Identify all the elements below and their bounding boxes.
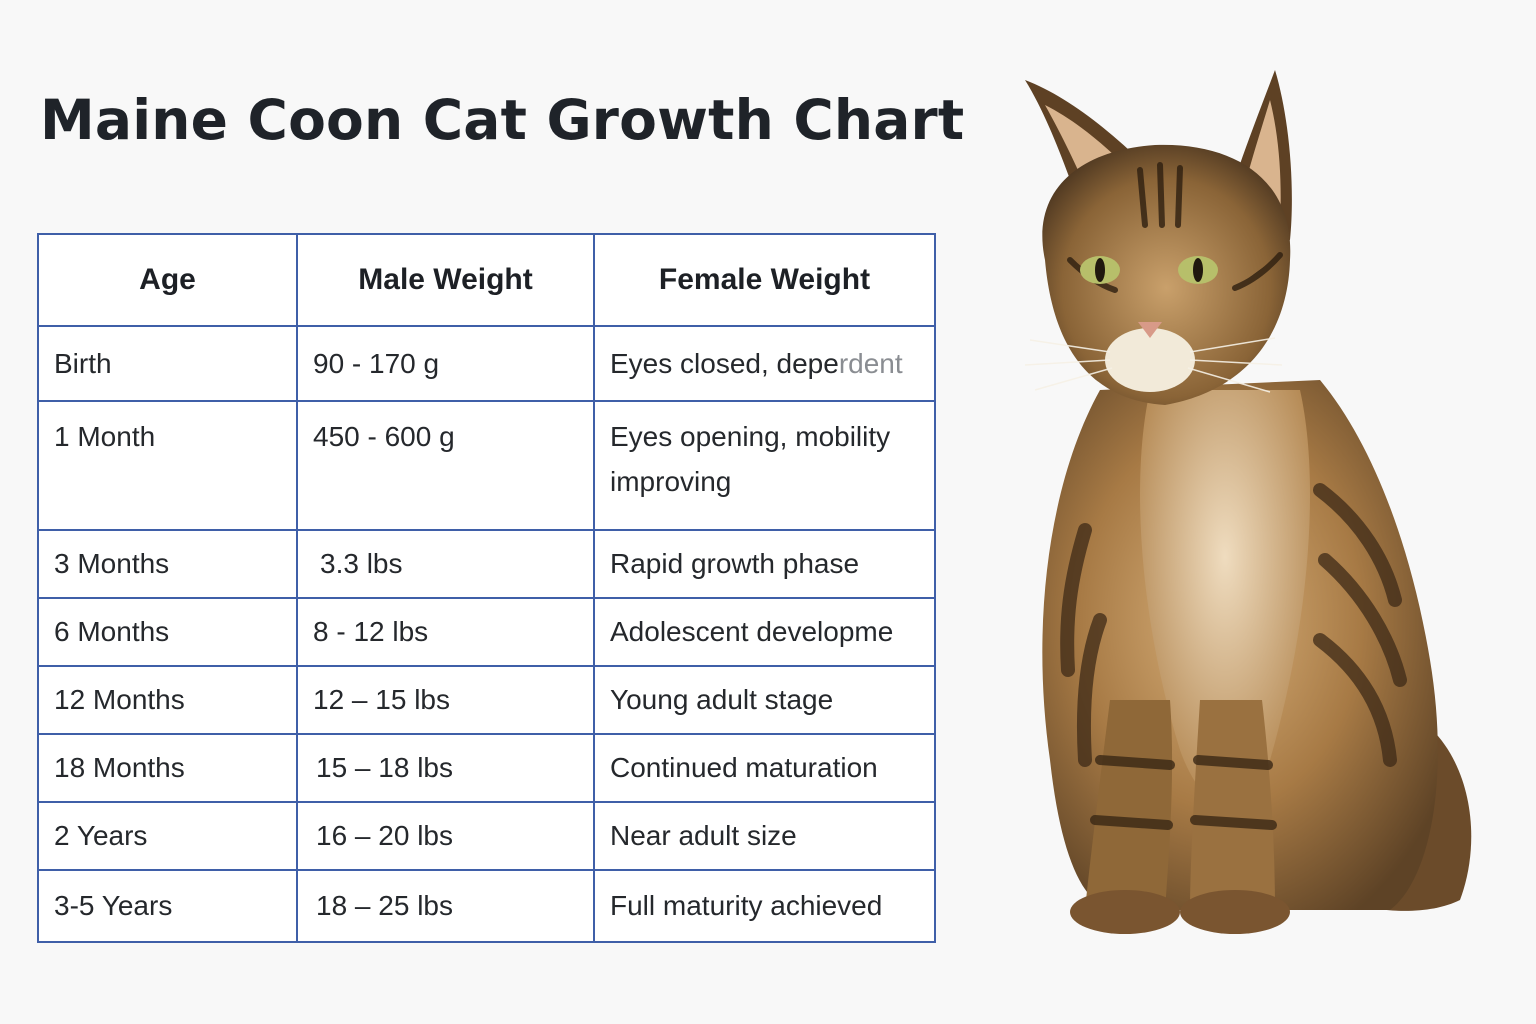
cell-age: 12 Months <box>37 665 298 735</box>
cat-nose <box>1138 322 1162 338</box>
cell-age: 1 Month <box>37 400 298 531</box>
cell-female-weight: Rapid growth phase <box>593 529 936 599</box>
table-row: 1 Month 450 - 600 g Eyes opening, mobili… <box>37 400 936 531</box>
table-row: 3 Months 3.3 lbs Rapid growth phase <box>37 529 936 599</box>
cell-male-weight: 3.3 lbs <box>296 529 595 599</box>
table-row: 18 Months 15 – 18 lbs Continued maturati… <box>37 733 936 803</box>
table-header-row: Age Male Weight Female Weight <box>37 233 936 327</box>
cell-age: 18 Months <box>37 733 298 803</box>
cell-female-weight: Eyes opening, mobility improving <box>593 400 936 531</box>
cell-male-weight: 12 – 15 lbs <box>296 665 595 735</box>
chart-title: Maine Coon Cat Growth Chart <box>40 88 965 152</box>
cell-female-weight: Adolescent developme <box>593 597 936 667</box>
cell-female-weight: Continued maturation <box>593 733 936 803</box>
cell-text-faded: rdent <box>838 347 903 379</box>
cell-text: Eyes closed, depe <box>610 347 839 379</box>
cat-photo <box>1024 70 1472 934</box>
table-row: 3-5 Years 18 – 25 lbs Full maturity achi… <box>37 869 936 943</box>
cell-female-weight: Full maturity achieved <box>593 869 936 943</box>
table-row: Birth 90 - 170 g Eyes closed, deperdent <box>37 325 936 402</box>
cell-male-weight: 8 - 12 lbs <box>296 597 595 667</box>
cell-male-weight: 15 – 18 lbs <box>296 733 595 803</box>
cat-chest <box>1140 390 1310 808</box>
table-row: 2 Years 16 – 20 lbs Near adult size <box>37 801 936 871</box>
cell-male-weight: 18 – 25 lbs <box>296 869 595 943</box>
cell-female-weight: Near adult size <box>593 801 936 871</box>
table-row: 6 Months 8 - 12 lbs Adolescent developme <box>37 597 936 667</box>
cell-age: 2 Years <box>37 801 298 871</box>
cat-paw-right <box>1180 890 1290 934</box>
header-female-weight: Female Weight <box>593 233 936 327</box>
cell-female-weight: Young adult stage <box>593 665 936 735</box>
cell-male-weight: 450 - 600 g <box>296 400 595 531</box>
cell-age: 6 Months <box>37 597 298 667</box>
cell-age: 3-5 Years <box>37 869 298 943</box>
cell-male-weight: 16 – 20 lbs <box>296 801 595 871</box>
cat-head <box>1042 144 1291 405</box>
cell-age: Birth <box>37 325 298 402</box>
cell-male-weight: 90 - 170 g <box>296 325 595 402</box>
table-row: 12 Months 12 – 15 lbs Young adult stage <box>37 665 936 735</box>
cat-paw-left <box>1070 890 1180 934</box>
cat-leg-right <box>1190 700 1275 910</box>
growth-table: Age Male Weight Female Weight Birth 90 -… <box>37 233 936 943</box>
cat-leg-left <box>1085 700 1173 910</box>
header-age: Age <box>37 233 298 327</box>
cell-age: 3 Months <box>37 529 298 599</box>
header-male-weight: Male Weight <box>296 233 595 327</box>
cell-female-weight: Eyes closed, deperdent <box>593 325 936 402</box>
